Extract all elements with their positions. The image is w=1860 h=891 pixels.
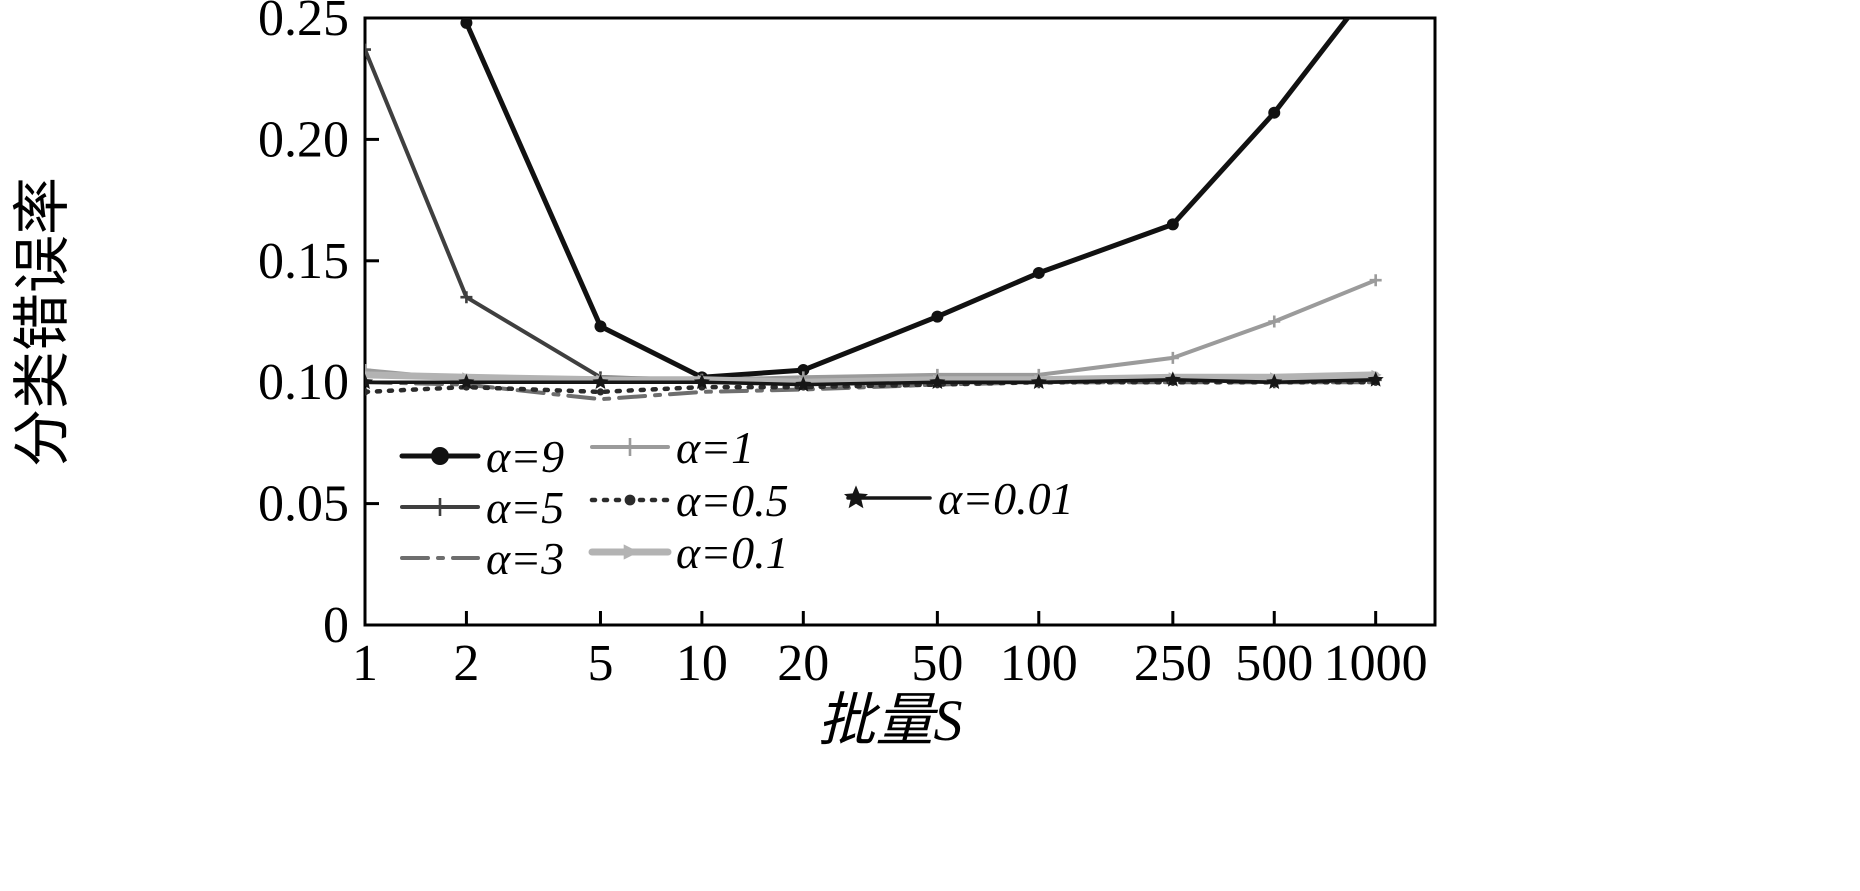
legend-item-0.5: α=0.5 xyxy=(589,475,789,526)
marker-circle xyxy=(797,364,810,377)
marker-triangle-right xyxy=(365,371,371,378)
marker-plus xyxy=(460,291,473,304)
marker-star xyxy=(844,485,868,509)
marker-star xyxy=(1164,371,1181,387)
marker-plus xyxy=(1268,315,1281,328)
y-tick-label: 0.10 xyxy=(258,354,349,411)
chart-generated-content: 1 2 5 10 20 50 100 250 500 1000 0 0.05 0.10 0.15 0.20 0… xyxy=(258,0,1437,692)
y-tick-label: 0 xyxy=(323,597,349,654)
x-tick-label: 20 xyxy=(777,635,829,692)
series-group xyxy=(365,18,1384,402)
marker-plus xyxy=(1369,274,1382,287)
marker-dot xyxy=(596,388,605,396)
marker-star xyxy=(693,373,710,389)
legend-item-0.01: α=0.01 xyxy=(844,473,1074,524)
marker-circle xyxy=(431,447,449,465)
y-tick-label: 0.20 xyxy=(258,111,349,168)
marker-star xyxy=(1030,373,1047,389)
marker-star xyxy=(795,376,812,392)
legend-item-5: α=5 xyxy=(400,482,564,533)
legend-item-0.1: α=0.1 xyxy=(588,527,789,578)
series-line-1 xyxy=(365,47,1378,385)
legend-label: α=0.01 xyxy=(938,473,1074,524)
marker-plus xyxy=(365,364,371,377)
marker-dot xyxy=(365,388,369,396)
marker-circle xyxy=(594,320,607,333)
y-tick-label: 0.25 xyxy=(258,0,349,47)
x-tick-label: 1000 xyxy=(1324,635,1428,692)
legend-label: α=1 xyxy=(676,422,754,473)
axis-box xyxy=(363,16,1437,627)
series-line-3 xyxy=(365,278,1378,382)
x-tick-label: 50 xyxy=(911,635,963,692)
x-tick-label: 250 xyxy=(1134,635,1212,692)
legend-item-3: α=3 xyxy=(400,533,564,584)
y-tick-label: 0.05 xyxy=(258,476,349,533)
marker-plus xyxy=(365,43,371,56)
x-tick-label: 1 xyxy=(352,635,378,692)
y-tick-label: 0.15 xyxy=(258,233,349,290)
marker-star xyxy=(929,373,946,389)
marker-circle xyxy=(460,18,473,29)
series-line-4 xyxy=(365,379,1378,395)
marker-dot xyxy=(624,494,636,506)
marker-circle xyxy=(1268,106,1281,119)
legend-label: α=0.5 xyxy=(676,475,789,526)
marker-star xyxy=(592,373,609,389)
marker-star xyxy=(1266,373,1283,389)
x-tick-label: 5 xyxy=(587,635,613,692)
x-tick-label: 100 xyxy=(1000,635,1078,692)
legend-label: α=0.1 xyxy=(676,527,789,578)
legend-item-1: α=1 xyxy=(590,422,754,473)
y-axis-label: 分类错误率 xyxy=(10,177,75,467)
legend-label: α=3 xyxy=(486,533,564,584)
x-tick-label: 2 xyxy=(453,635,479,692)
legend-label: α=9 xyxy=(486,431,564,482)
marker-circle xyxy=(1166,218,1179,231)
x-tick-label: 10 xyxy=(676,635,728,692)
series-line-5 xyxy=(365,371,1380,386)
series-line-0 xyxy=(463,18,1351,380)
marker-plus xyxy=(621,438,639,456)
x-tick-label: 500 xyxy=(1235,635,1313,692)
marker-circle xyxy=(1032,266,1045,279)
legend-label: α=5 xyxy=(486,482,564,533)
marker-triangle-right xyxy=(623,544,639,560)
marker-circle xyxy=(931,310,944,323)
marker-star xyxy=(458,373,475,389)
marker-star xyxy=(365,373,373,389)
legend-item-9: α=9 xyxy=(399,431,564,482)
marker-plus xyxy=(431,498,449,516)
marker-star xyxy=(1367,371,1384,387)
series-line-6 xyxy=(365,378,1378,387)
series-line-2 xyxy=(365,380,1378,402)
marker-plus xyxy=(1166,351,1179,364)
x-axis-label: 批量S xyxy=(817,688,962,753)
